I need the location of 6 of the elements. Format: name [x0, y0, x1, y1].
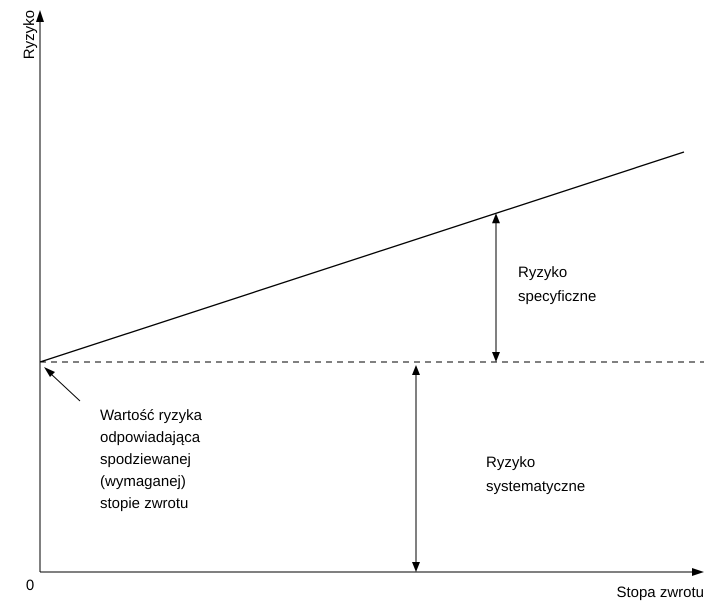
annotation: Wartość ryzyka odpowiadająca spodziewanej (wymaganej) stopie zwrotu	[100, 407, 203, 512]
x-axis-title: Stopa zwrotu	[616, 584, 704, 601]
text: Ryzyko	[20, 10, 38, 60]
text: 0	[26, 577, 34, 594]
annotation: Ryzyko specyficzne	[518, 264, 596, 305]
annotation: Ryzyko systematyczne	[486, 454, 586, 495]
